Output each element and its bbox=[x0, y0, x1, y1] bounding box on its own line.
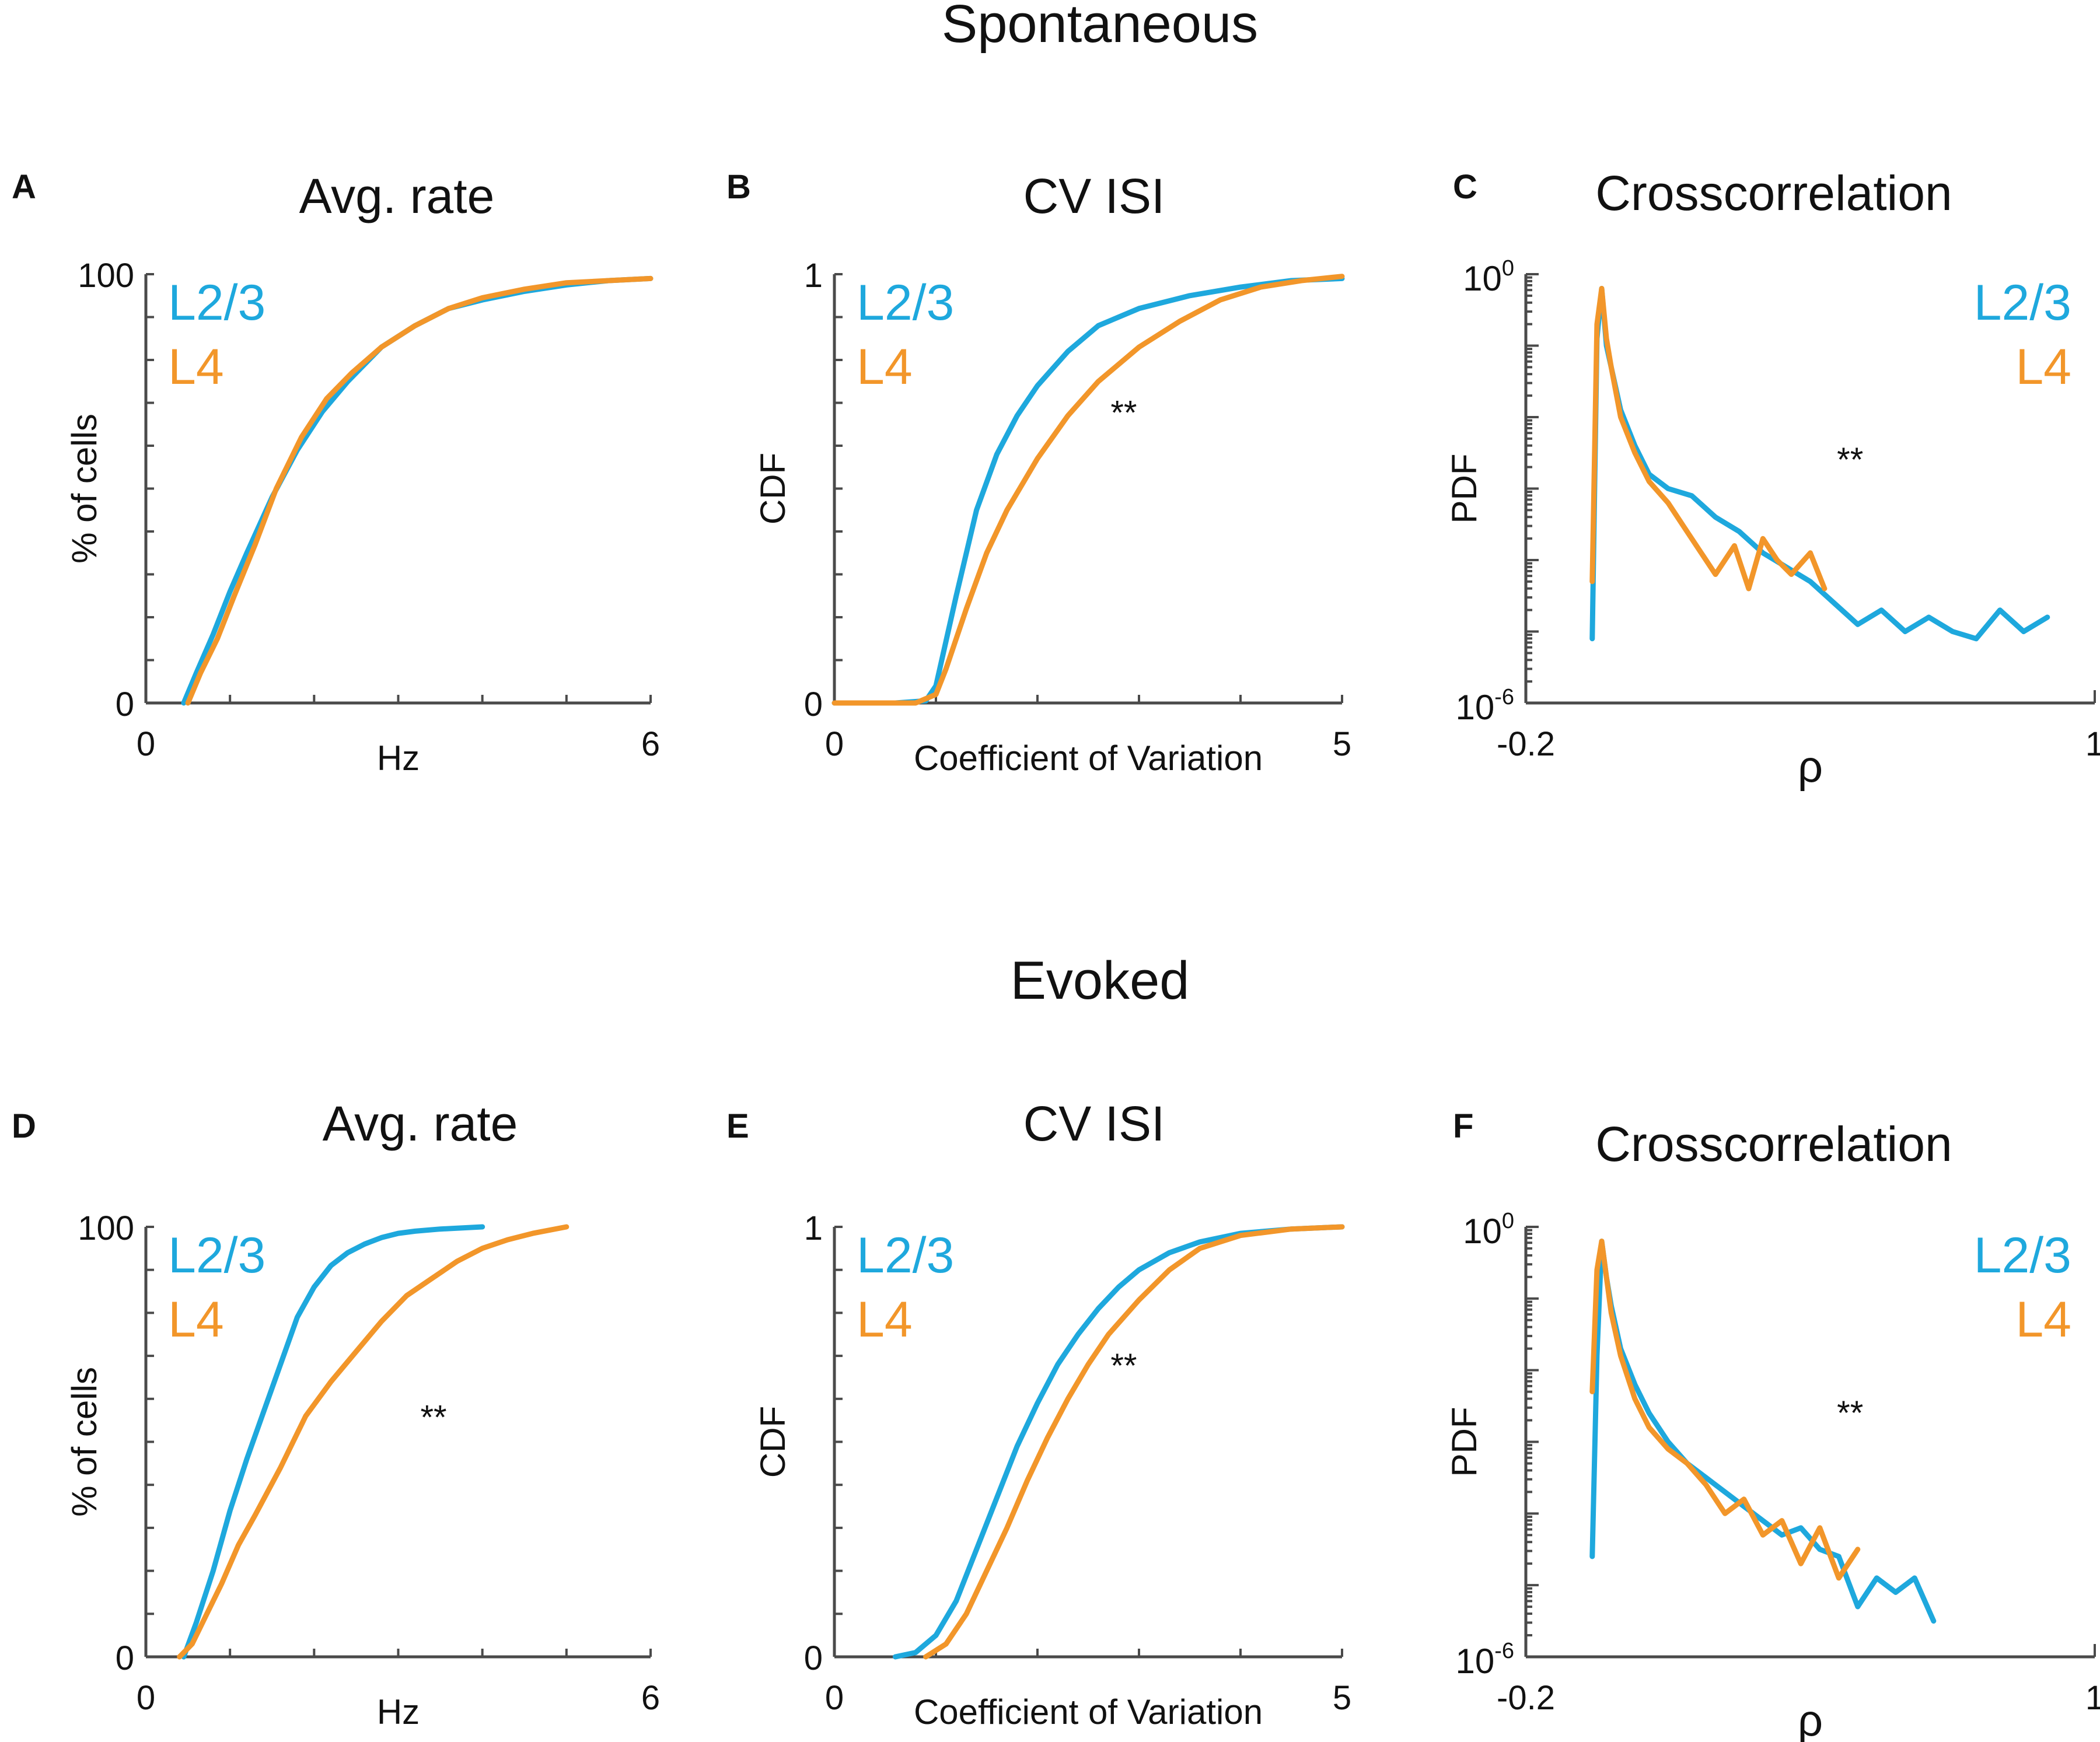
y-axis-label: PDF bbox=[1445, 1407, 1484, 1477]
panel-letter: F bbox=[1453, 1107, 1473, 1145]
series-line-l23 bbox=[892, 1224, 1345, 1660]
series-line-l4 bbox=[1589, 286, 1828, 592]
y-tick-label: 10-6 bbox=[1455, 685, 1514, 727]
y-tick-label: 100 bbox=[78, 1209, 134, 1247]
y-tick-label: 0 bbox=[804, 1639, 823, 1677]
significance-marker: ** bbox=[1110, 394, 1137, 432]
legend-entry-l4: L4 bbox=[857, 339, 913, 395]
chart-panel-e: E CV ISI 1 00 5 Coefficient of Variation CDF L2… bbox=[726, 1096, 1351, 1731]
y-axis-label: CDF bbox=[753, 1406, 792, 1478]
x-tick-label: -0.2 bbox=[1497, 725, 1555, 763]
significance-marker: ** bbox=[420, 1398, 446, 1436]
chart-title: Crosscorrelation bbox=[1595, 166, 1952, 221]
chart-title: Crosscorrelation bbox=[1595, 1117, 1952, 1171]
chart-panel-a: A Avg. rate 100 00 6 Hz % of cells L2/3 L4 bbox=[12, 168, 660, 778]
series-line-l23 bbox=[831, 275, 1345, 706]
series-line-l4 bbox=[831, 274, 1345, 706]
chart-title: CV ISI bbox=[1023, 169, 1165, 223]
y-tick-label: 0 bbox=[116, 685, 134, 723]
x-axis-label: ρ bbox=[1798, 742, 1823, 792]
series-line-l4 bbox=[1589, 1239, 1861, 1581]
y-tick-label: 100 bbox=[1463, 256, 1514, 298]
chart-title: CV ISI bbox=[1023, 1096, 1165, 1151]
series-line-l4 bbox=[185, 275, 654, 706]
chart-panel-f: F Crosscorrelation 100 10-6-0.2 1 ρ PDF L2/3 L4 *… bbox=[1445, 1107, 2100, 1742]
series-line-l23 bbox=[1589, 286, 2050, 642]
significance-marker: ** bbox=[1837, 441, 1863, 479]
panel-letter: B bbox=[726, 168, 751, 206]
x-axis-label: Coefficient of Variation bbox=[914, 1692, 1263, 1731]
legend-entry-l4: L4 bbox=[2015, 339, 2071, 395]
legend-entry-l23: L2/3 bbox=[168, 275, 265, 331]
legend-entry-l23: L2/3 bbox=[1974, 275, 2071, 331]
panel-letter: C bbox=[1453, 168, 1477, 206]
y-tick-label: 10-6 bbox=[1455, 1639, 1514, 1681]
y-tick-label: 100 bbox=[1463, 1209, 1514, 1251]
x-axis-label: Coefficient of Variation bbox=[914, 739, 1263, 778]
y-tick-label: 100 bbox=[78, 257, 134, 295]
y-axis-label: % of cells bbox=[65, 414, 104, 564]
series-line-l23 bbox=[1589, 1239, 1937, 1624]
legend-entry-l23: L2/3 bbox=[1974, 1227, 2071, 1283]
series-line-l4 bbox=[923, 1224, 1345, 1660]
panel-letter: D bbox=[12, 1107, 36, 1145]
x-tick-label: -0.2 bbox=[1497, 1679, 1555, 1717]
x-tick-label: 0 bbox=[825, 725, 844, 763]
x-tick-label: 1 bbox=[2085, 725, 2100, 763]
y-tick-label: 1 bbox=[804, 257, 823, 295]
y-axis-label: PDF bbox=[1445, 454, 1484, 524]
y-axis-label: CDF bbox=[753, 453, 792, 524]
legend-entry-l23: L2/3 bbox=[857, 275, 954, 331]
x-axis-label: ρ bbox=[1798, 1696, 1823, 1742]
legend-entry-l4: L4 bbox=[857, 1292, 913, 1348]
x-tick-label: 5 bbox=[1333, 1679, 1351, 1717]
section-title-evoked: Evoked bbox=[1011, 951, 1190, 1010]
panel-letter: E bbox=[726, 1107, 749, 1145]
chart-panel-b: B CV ISI 1 00 5 Coefficient of Variation CDF L2… bbox=[726, 168, 1351, 778]
chart-panel-d: D Avg. rate 100 00 6 Hz % of cells L2/3 L4 ** bbox=[12, 1096, 660, 1731]
x-tick-label: 6 bbox=[641, 1679, 660, 1717]
significance-marker: ** bbox=[1837, 1394, 1863, 1432]
legend-entry-l4: L4 bbox=[2015, 1292, 2071, 1348]
y-axis-label: % of cells bbox=[65, 1367, 104, 1517]
significance-marker: ** bbox=[1110, 1347, 1137, 1385]
series-line-l23 bbox=[181, 1224, 485, 1660]
legend-entry-l4: L4 bbox=[168, 339, 224, 395]
legend-entry-l23: L2/3 bbox=[857, 1227, 954, 1283]
panel-letter: A bbox=[12, 168, 36, 206]
series-line-l23 bbox=[181, 275, 654, 706]
x-tick-label: 0 bbox=[137, 725, 155, 763]
section-title-spontaneous: Spontaneous bbox=[942, 0, 1258, 54]
chart-title: Avg. rate bbox=[299, 169, 495, 223]
legend-entry-l4: L4 bbox=[168, 1292, 224, 1348]
x-tick-label: 0 bbox=[825, 1679, 844, 1717]
y-tick-label: 0 bbox=[116, 1639, 134, 1677]
x-axis-label: Hz bbox=[377, 739, 420, 778]
y-tick-label: 1 bbox=[804, 1209, 823, 1247]
chart-panel-c: C Crosscorrelation 100 10-6-0.2 1 ρ PDF L2/3 L4 *… bbox=[1445, 166, 2100, 792]
legend-entry-l23: L2/3 bbox=[168, 1227, 265, 1283]
y-tick-label: 0 bbox=[804, 685, 823, 723]
chart-title: Avg. rate bbox=[323, 1096, 518, 1151]
x-tick-label: 0 bbox=[137, 1679, 155, 1717]
x-tick-label: 5 bbox=[1333, 725, 1351, 763]
x-axis-label: Hz bbox=[377, 1692, 420, 1731]
series-line-l4 bbox=[177, 1224, 569, 1660]
x-tick-label: 1 bbox=[2085, 1679, 2100, 1717]
x-tick-label: 6 bbox=[641, 725, 660, 763]
